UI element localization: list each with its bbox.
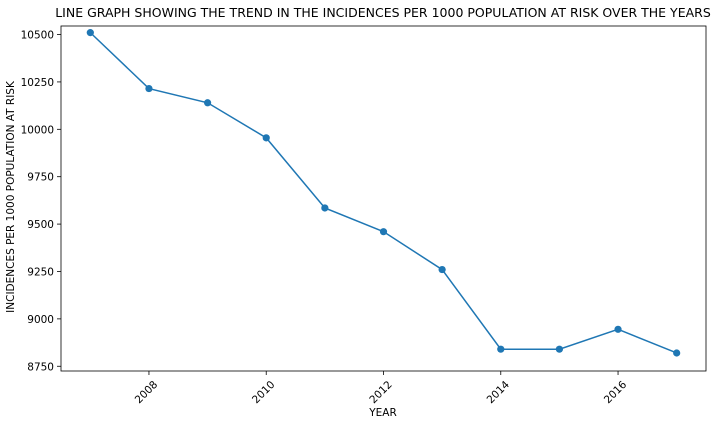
- y-axis-label: INCIDENCES PER 1000 POPULATION AT RISK: [5, 80, 17, 313]
- data-point: [145, 84, 153, 93]
- data-point: [379, 228, 388, 236]
- data-point: [86, 29, 94, 37]
- x-tick-label: 2014: [485, 379, 513, 407]
- data-point: [321, 204, 329, 212]
- plot-frame: [60, 25, 707, 372]
- x-tick-label: 2016: [602, 379, 630, 407]
- y-tick-label: 8750: [27, 361, 54, 373]
- y-tick-label: 10250: [21, 77, 54, 89]
- x-axis: 2008 2010 2012 2014 2016: [133, 371, 630, 407]
- plot-area: [60, 25, 707, 372]
- x-tick-label: 2012: [367, 379, 394, 406]
- y-tick-label: 10000: [21, 124, 54, 136]
- y-tick-label: 9250: [27, 266, 54, 278]
- data-point: [203, 99, 212, 107]
- y-tick-label: 9750: [27, 172, 54, 184]
- y-tick-label: 10500: [21, 30, 54, 42]
- chart-title: LINE GRAPH SHOWING THE TREND IN THE INCI…: [55, 5, 711, 20]
- y-tick-label: 9000: [27, 314, 54, 326]
- data-point: [555, 345, 564, 353]
- y-tick-label: 9500: [27, 219, 54, 231]
- x-tick-label: 2010: [250, 379, 277, 406]
- series-line: [89, 32, 677, 354]
- x-axis-label: YEAR: [368, 407, 397, 419]
- data-point: [438, 265, 446, 274]
- data-point: [673, 349, 681, 357]
- y-axis: 8750 9000 9250 9500 9750 10000 10250 10500: [21, 30, 61, 373]
- x-tick-label: 2008: [133, 379, 160, 406]
- data-point: [497, 345, 505, 353]
- series-layer: [86, 29, 681, 357]
- data-point: [614, 325, 622, 333]
- data-point: [262, 134, 270, 142]
